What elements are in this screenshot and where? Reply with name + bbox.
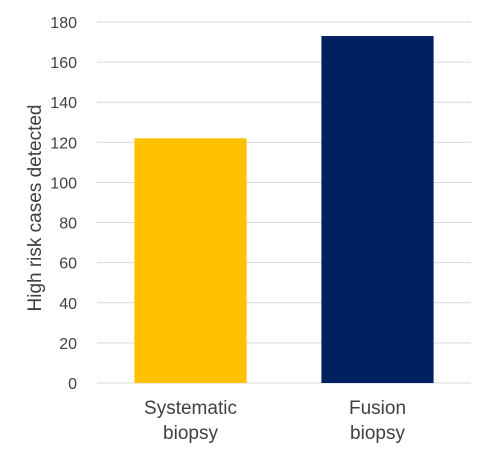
- y-tick-label: 160: [50, 55, 77, 72]
- y-axis-ticks: 0 20 40 60 80 100 120 140 160 180: [50, 15, 77, 393]
- x-tick-label-line: Fusion: [349, 398, 406, 419]
- y-tick-label: 20: [59, 336, 77, 353]
- y-tick-label: 0: [68, 376, 77, 393]
- x-tick-label-line: biopsy: [163, 423, 218, 444]
- bar-fusion: [321, 36, 434, 384]
- x-tick-label-line: biopsy: [350, 423, 405, 444]
- x-axis-ticks: Systematic biopsy Fusion biopsy: [144, 398, 406, 444]
- y-tick-label: 60: [59, 256, 77, 273]
- x-tick-label-line: Systematic: [144, 398, 237, 419]
- bars: [134, 36, 434, 384]
- bar-systematic: [134, 138, 247, 383]
- x-tick-label: Systematic biopsy: [144, 398, 237, 444]
- y-tick-label: 100: [50, 175, 77, 192]
- y-tick-label: 80: [59, 216, 77, 233]
- y-axis-label: High risk cases detected: [25, 105, 46, 312]
- y-tick-label: 140: [50, 95, 77, 112]
- y-tick-label: 40: [59, 296, 77, 313]
- x-tick-label: Fusion biopsy: [349, 398, 406, 444]
- y-tick-label: 120: [50, 135, 77, 152]
- y-tick-label: 180: [50, 15, 77, 32]
